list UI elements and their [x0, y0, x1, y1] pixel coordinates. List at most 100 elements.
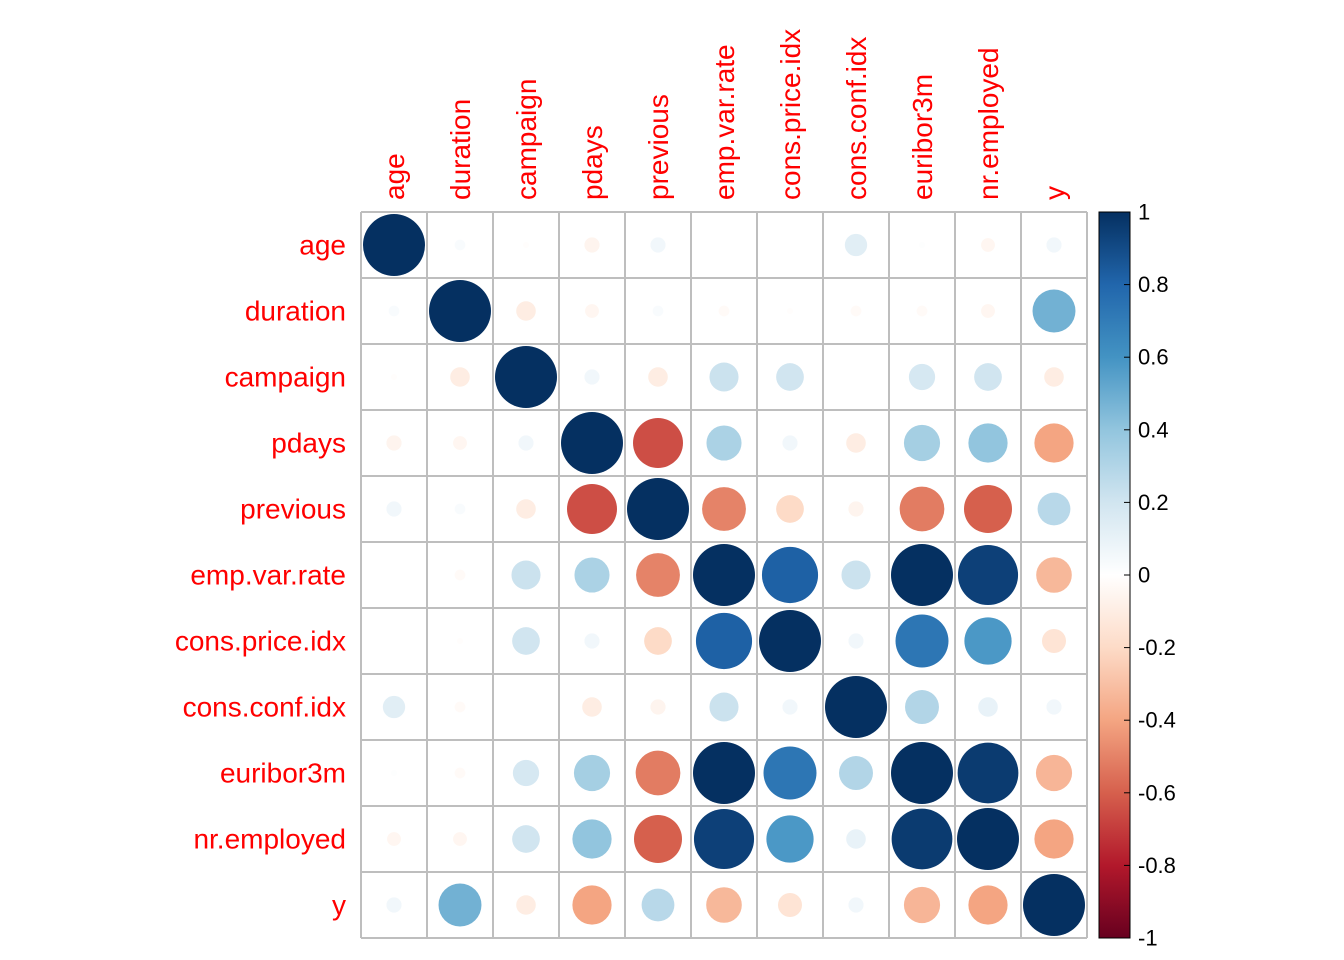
corr-circle-campaign-campaign	[495, 346, 557, 408]
corr-circle-duration-emp.var.rate	[718, 305, 730, 317]
legend-tick-label: -0.6	[1138, 780, 1176, 805]
corr-circle-duration-previous	[652, 305, 664, 317]
corr-circle-y-y	[1023, 874, 1085, 936]
corr-circle-emp.var.rate-pdays	[574, 557, 610, 593]
corr-circle-cons.price.idx-euribor3m	[895, 614, 949, 668]
corr-circle-euribor3m-duration	[454, 767, 466, 779]
corr-circle-euribor3m-pdays	[573, 754, 611, 792]
corr-circle-pdays-age	[386, 435, 402, 451]
column-label-emp.var.rate: emp.var.rate	[709, 44, 740, 200]
corr-circle-y-duration	[438, 883, 482, 927]
corr-circle-cons.conf.idx-nr.employed	[978, 697, 998, 717]
corr-circle-age-y	[1046, 237, 1062, 253]
row-label-nr.employed: nr.employed	[193, 824, 346, 855]
corr-circle-y-euribor3m	[903, 886, 941, 924]
row-label-emp.var.rate: emp.var.rate	[190, 560, 346, 591]
corr-circle-cons.price.idx-cons.conf.idx	[848, 633, 864, 649]
corr-circle-cons.conf.idx-age	[382, 695, 406, 719]
corr-circle-cons.price.idx-pdays	[584, 633, 600, 649]
column-label-euribor3m: euribor3m	[907, 74, 938, 200]
corr-circle-euribor3m-previous	[635, 750, 681, 796]
grid	[360, 211, 1088, 939]
row-label-campaign: campaign	[225, 362, 346, 393]
corr-circle-y-previous	[641, 888, 675, 922]
corr-circle-campaign-nr.employed	[974, 363, 1002, 391]
corr-circle-duration-age	[388, 305, 400, 317]
corr-circle-duration-euribor3m	[916, 305, 928, 317]
legend-tick-label: -0.8	[1138, 853, 1176, 878]
corr-circle-y-cons.price.idx	[777, 892, 803, 918]
row-label-previous: previous	[240, 494, 346, 525]
corr-circle-cons.conf.idx-emp.var.rate	[709, 692, 739, 722]
column-label-nr.employed: nr.employed	[973, 47, 1004, 200]
column-label-age: age	[379, 153, 410, 200]
row-label-euribor3m: euribor3m	[220, 758, 346, 789]
corr-circle-age-pdays	[584, 237, 600, 253]
corr-circle-cons.conf.idx-pdays	[582, 697, 602, 717]
corr-circle-campaign-euribor3m	[908, 363, 936, 391]
column-label-pdays: pdays	[577, 125, 608, 200]
corr-circle-euribor3m-emp.var.rate	[693, 742, 755, 804]
corr-circle-euribor3m-cons.conf.idx	[839, 756, 873, 790]
column-labels: age duration campaign pdays previous emp.var.…	[379, 29, 1070, 200]
corr-circle-cons.price.idx-emp.var.rate	[695, 612, 753, 670]
corr-circle-campaign-cons.price.idx	[776, 363, 804, 391]
corr-circle-pdays-campaign	[518, 435, 534, 451]
corr-circle-nr.employed-cons.conf.idx	[846, 829, 866, 849]
corr-circle-emp.var.rate-cons.price.idx	[761, 546, 819, 604]
corr-circle-previous-cons.price.idx	[776, 495, 804, 523]
corr-circle-previous-nr.employed	[963, 484, 1013, 534]
corr-circle-euribor3m-euribor3m	[891, 742, 953, 804]
corr-circle-nr.employed-cons.price.idx	[766, 815, 814, 863]
corr-circle-previous-y	[1037, 492, 1071, 526]
corr-circle-duration-cons.price.idx	[786, 307, 794, 315]
corr-circle-euribor3m-nr.employed	[957, 742, 1019, 804]
legend-tick-label: 0.2	[1138, 490, 1169, 515]
corr-circle-emp.var.rate-emp.var.rate	[693, 544, 755, 606]
corr-circle-cons.conf.idx-cons.conf.idx	[825, 676, 887, 738]
corr-circle-nr.employed-euribor3m	[891, 808, 953, 870]
corr-circle-campaign-previous	[648, 367, 668, 387]
legend-tick-label: -0.2	[1138, 635, 1176, 660]
corr-circle-euribor3m-age	[390, 769, 398, 777]
corr-circle-duration-cons.conf.idx	[850, 305, 862, 317]
legend-tick-label: 0.6	[1138, 345, 1169, 370]
row-label-pdays: pdays	[271, 428, 346, 459]
corr-circle-emp.var.rate-cons.conf.idx	[841, 560, 871, 590]
corr-circle-previous-duration	[454, 503, 466, 515]
corr-circle-pdays-duration	[453, 436, 467, 450]
corr-circle-cons.price.idx-nr.employed	[964, 617, 1012, 665]
corr-circle-age-cons.conf.idx	[844, 233, 868, 257]
corr-circle-euribor3m-y	[1035, 754, 1073, 792]
legend-tick-label: -1	[1138, 926, 1158, 951]
corr-circle-age-previous	[650, 237, 666, 253]
corr-circle-cons.conf.idx-y	[1046, 699, 1062, 715]
corr-circle-cons.price.idx-y	[1041, 628, 1067, 654]
corr-circle-duration-pdays	[585, 304, 599, 318]
corr-circle-age-duration	[454, 239, 466, 251]
corr-circle-nr.employed-emp.var.rate	[693, 808, 755, 870]
column-label-previous: previous	[643, 94, 674, 200]
corr-circle-emp.var.rate-duration	[454, 569, 466, 581]
corr-circle-previous-emp.var.rate	[702, 487, 746, 531]
corr-circle-pdays-previous	[633, 418, 683, 468]
legend-tick-label: -0.4	[1138, 708, 1176, 733]
corr-circle-previous-age	[386, 501, 402, 517]
corr-circle-nr.employed-duration	[453, 832, 467, 846]
corr-circle-pdays-emp.var.rate	[706, 425, 742, 461]
corr-circle-duration-y	[1032, 289, 1076, 333]
corr-circle-campaign-y	[1044, 367, 1064, 387]
corr-circle-previous-cons.conf.idx	[848, 501, 864, 517]
corr-circle-emp.var.rate-euribor3m	[891, 544, 953, 606]
corr-circle-y-pdays	[572, 885, 612, 925]
row-label-age: age	[299, 230, 346, 261]
circles-layer	[363, 214, 1085, 936]
corr-circle-y-nr.employed	[968, 885, 1008, 925]
corr-circle-campaign-emp.var.rate	[709, 362, 739, 392]
corr-circle-cons.conf.idx-duration	[454, 701, 466, 713]
column-label-campaign: campaign	[511, 79, 542, 200]
row-labels: age duration campaign pdays previous emp.var.…	[175, 230, 346, 921]
legend-tick-label: 1	[1138, 200, 1150, 225]
row-label-duration: duration	[245, 296, 346, 327]
corr-circle-previous-campaign	[516, 499, 536, 519]
